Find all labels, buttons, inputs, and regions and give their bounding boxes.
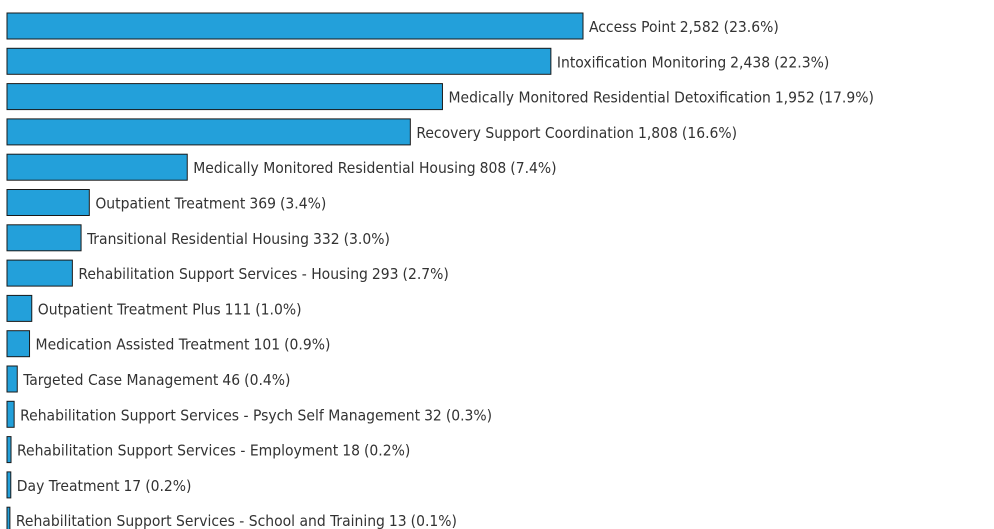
value-label: 32 bbox=[424, 406, 442, 424]
bar-label: Outpatient Treatment Plus 111 (1.0%) bbox=[38, 300, 302, 318]
bar-label: Medically Monitored Residential Detoxifi… bbox=[448, 88, 873, 106]
share-label: (0.9%) bbox=[284, 335, 330, 353]
bar-label: Rehabilitation Support Services - Employ… bbox=[17, 441, 410, 459]
value-label: 2,582 bbox=[680, 18, 720, 36]
value-label: 111 bbox=[225, 300, 252, 318]
category-label: Medication Assisted Treatment bbox=[36, 335, 250, 353]
share-label: (0.2%) bbox=[364, 441, 410, 459]
category-label: Rehabilitation Support Services - Employ… bbox=[17, 441, 339, 459]
category-label: Day Treatment bbox=[17, 476, 120, 494]
value-label: 1,808 bbox=[638, 123, 678, 141]
category-label: Transitional Residential Housing bbox=[86, 229, 309, 247]
bar bbox=[6, 153, 188, 181]
bar-label: Transitional Residential Housing 332 (3.0%… bbox=[86, 229, 390, 247]
share-label: (22.3%) bbox=[774, 53, 829, 71]
category-label: Intoxification Monitoring bbox=[557, 53, 726, 71]
value-label: 369 bbox=[249, 194, 276, 212]
bar bbox=[6, 224, 82, 252]
category-label: Rehabilitation Support Services - Psych … bbox=[20, 406, 420, 424]
share-label: (0.1%) bbox=[411, 512, 457, 529]
share-label: (7.4%) bbox=[510, 159, 556, 177]
value-label: 332 bbox=[313, 229, 340, 247]
category-label: Medically Monitored Residential Detoxifi… bbox=[448, 88, 770, 106]
category-label: Access Point bbox=[589, 18, 676, 36]
bar bbox=[6, 12, 584, 40]
bar bbox=[6, 330, 31, 358]
share-label: (17.9%) bbox=[819, 88, 874, 106]
share-label: (3.0%) bbox=[344, 229, 390, 247]
share-label: (0.3%) bbox=[446, 406, 492, 424]
share-label: (2.7%) bbox=[403, 265, 449, 283]
category-label: Outpatient Treatment bbox=[95, 194, 246, 212]
value-label: 17 bbox=[123, 476, 141, 494]
bar bbox=[6, 294, 33, 322]
share-label: (0.4%) bbox=[244, 371, 290, 389]
value-label: 13 bbox=[389, 512, 407, 529]
bar bbox=[6, 365, 18, 393]
value-label: 1,952 bbox=[775, 88, 815, 106]
bar-label: Rehabilitation Support Services - School… bbox=[16, 512, 457, 529]
bar bbox=[6, 471, 12, 499]
value-label: 101 bbox=[253, 335, 280, 353]
bar-label: Day Treatment 17 (0.2%) bbox=[17, 476, 192, 494]
share-label: (16.6%) bbox=[682, 123, 737, 141]
bar-label: Intoxification Monitoring 2,438 (22.3%) bbox=[557, 53, 829, 71]
value-label: 46 bbox=[222, 371, 240, 389]
share-label: (23.6%) bbox=[724, 18, 779, 36]
bar bbox=[6, 436, 12, 464]
bar-label: Rehabilitation Support Services - Housin… bbox=[78, 265, 448, 283]
bar-label: Recovery Support Coordination 1,808 (16.6%… bbox=[416, 123, 737, 141]
category-label: Outpatient Treatment Plus bbox=[38, 300, 221, 318]
bar bbox=[6, 506, 11, 529]
bar bbox=[6, 118, 411, 146]
share-label: (3.4%) bbox=[280, 194, 326, 212]
category-label: Rehabilitation Support Services - Housin… bbox=[78, 265, 368, 283]
value-label: 18 bbox=[342, 441, 360, 459]
bar bbox=[6, 189, 90, 216]
share-label: (1.0%) bbox=[255, 300, 301, 318]
share-label: (0.2%) bbox=[145, 476, 191, 494]
category-label: Rehabilitation Support Services - School… bbox=[16, 512, 385, 529]
bar-label: Outpatient Treatment 369 (3.4%) bbox=[95, 194, 326, 212]
category-label: Medically Monitored Residential Housing bbox=[193, 159, 475, 177]
value-label: 2,438 bbox=[730, 53, 770, 71]
bar bbox=[6, 259, 73, 287]
bar-label: Targeted Case Management 46 (0.4%) bbox=[22, 371, 290, 389]
bar-label: Access Point 2,582 (23.6%) bbox=[589, 18, 779, 36]
bar bbox=[6, 47, 552, 75]
bar bbox=[6, 400, 15, 428]
category-label: Targeted Case Management bbox=[22, 371, 219, 389]
bar bbox=[6, 83, 443, 111]
value-label: 293 bbox=[372, 265, 399, 283]
category-label: Recovery Support Coordination bbox=[416, 123, 634, 141]
bar-label: Rehabilitation Support Services - Psych … bbox=[20, 406, 492, 424]
bar-label: Medication Assisted Treatment 101 (0.9%) bbox=[36, 335, 331, 353]
bar-label: Medically Monitored Residential Housing 8… bbox=[193, 159, 556, 177]
value-label: 808 bbox=[480, 159, 507, 177]
